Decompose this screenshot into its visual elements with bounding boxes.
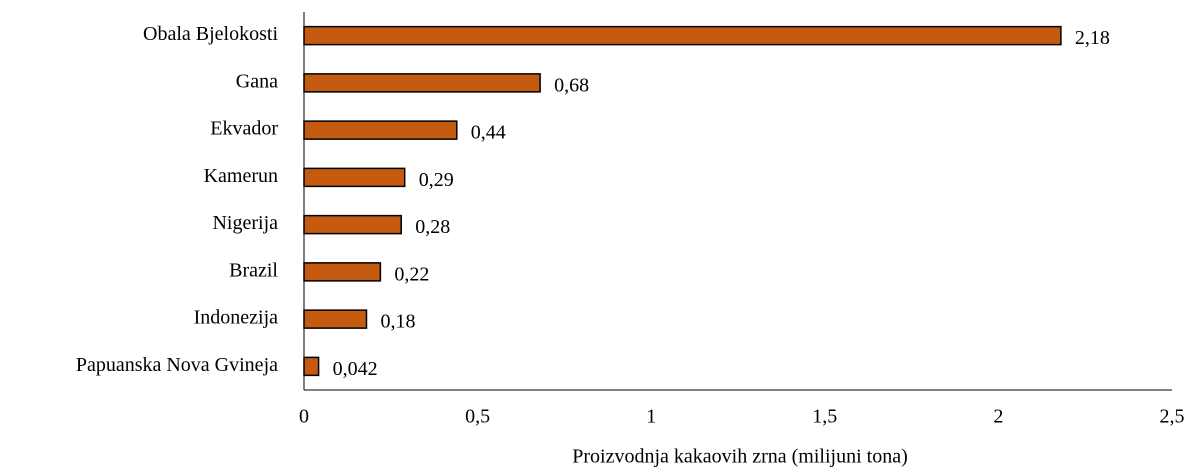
bar [303,73,541,93]
y-tick-label: Nigerija [212,212,278,234]
value-label: 0,44 [471,122,506,144]
x-tick-label: 1 [646,406,656,428]
value-label: 0,22 [394,263,429,285]
value-label: 2,18 [1075,27,1110,49]
x-axis-title: Proizvodnja kakaovih zrna (milijuni tona… [572,446,907,468]
value-label: 0,042 [333,358,378,380]
x-tick-label: 2 [993,406,1003,428]
value-label: 0,28 [415,216,450,238]
value-label: 0,68 [554,74,589,96]
value-label: 0,29 [419,169,454,191]
x-tick-label: 1,5 [812,406,837,428]
bar [303,120,458,140]
y-tick-label: Brazil [229,259,278,281]
bar [303,356,320,377]
y-tick-label: Obala Bjelokosti [143,23,278,45]
y-tick-label: Indonezija [194,307,279,329]
y-tick-label: Ekvador [210,118,278,140]
y-tick-label: Papuanska Nova Gvineja [76,354,278,376]
x-tick-label: 0,5 [465,406,490,428]
bar [303,309,368,329]
bar [303,25,1062,46]
bar [303,214,402,235]
bar [303,262,382,282]
x-tick-label: 2,5 [1160,406,1185,428]
value-label: 0,18 [380,311,415,333]
x-tick-label: 0 [299,406,309,428]
bar [303,167,406,188]
y-tick-label: Gana [236,70,278,92]
y-tick-label: Kamerun [204,165,278,187]
